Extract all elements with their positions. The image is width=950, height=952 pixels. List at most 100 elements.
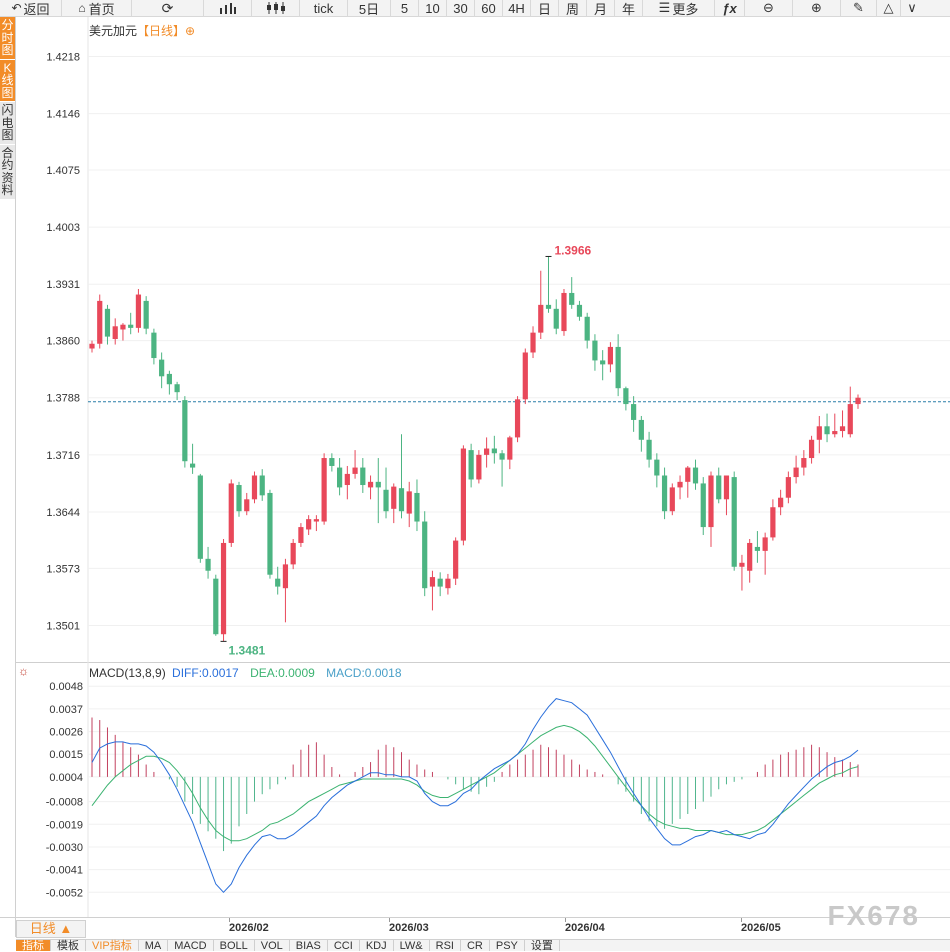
candle-body [514,399,521,438]
tab-psy[interactable]: PSY [490,940,525,952]
tab-indicators[interactable]: 指标 [16,940,51,952]
expand-button[interactable]: ∨ [901,0,923,17]
macd-panel[interactable]: 0.0048 0.0037 0.0026 0.0015 0.0004 -0.0008 -0.… [0,662,950,917]
tab-timeshare[interactable]: 分时图 [0,17,15,60]
tab-settings[interactable]: 设置 [525,940,560,952]
date-label: 2026/04 [565,922,605,934]
function-icon: ƒx [722,0,737,16]
candle-body [561,292,567,332]
tab-kline[interactable]: K线图 [0,59,15,102]
period-10min[interactable]: 10 [419,0,447,17]
draw-button[interactable]: ✎ [841,0,877,17]
y-tick-label: 1.3716 [46,450,80,462]
candle-body [398,488,405,512]
candle-body [754,546,761,551]
candle-body [855,397,861,405]
period-30min[interactable]: 30 [447,0,475,17]
tab-boll[interactable]: BOLL [214,940,255,952]
period-selector-button[interactable]: 日线 ▲ [16,920,86,938]
zoom-out-button[interactable]: ⊖ [745,0,793,17]
candle-body [762,537,768,551]
y-tick-label: 1.3860 [46,336,80,348]
candle-body [646,439,652,460]
y-tick-label: 1.4218 [46,51,80,63]
candle-body [445,578,451,589]
period-month[interactable]: 月 [587,0,615,17]
price-chart[interactable]: 1.4218 1.4146 1.4075 1.4003 1.3931 1.3860 1.37… [0,17,950,662]
home-button[interactable]: ⌂ 首页 [62,0,132,17]
function-button[interactable]: ƒx [715,0,745,17]
tab-flash[interactable]: 闪电图 [0,102,15,145]
y-tick-label: 1.3573 [46,563,80,575]
candle-body [383,489,389,512]
collapse-button[interactable]: △ [877,0,901,17]
candle-body [460,448,466,541]
candle-body [197,475,203,559]
period-4h[interactable]: 4H [503,0,531,17]
more-button[interactable]: ☰ 更多 [643,0,715,17]
refresh-button[interactable]: ⟳ [132,0,204,17]
tab-cci[interactable]: CCI [328,940,360,952]
y-tick-label: 0.0004 [49,772,83,784]
candle-body [166,373,172,385]
candle-body [437,578,443,587]
candle-body [453,540,459,579]
menu-icon: ☰ [658,0,671,15]
period-day[interactable]: 日 [531,0,559,17]
candle-body [159,359,165,377]
candle-body [112,326,118,339]
candle-body [290,542,296,565]
tab-kdj[interactable]: KDJ [360,940,394,952]
candle-body [282,564,289,589]
date-tick [389,918,390,922]
candle-body [244,499,250,512]
period-week[interactable]: 周 [559,0,587,17]
dea-line [91,724,859,842]
tab-rsi[interactable]: RSI [430,940,461,952]
candle-body [143,300,149,329]
y-tick-label: 1.4003 [46,222,80,234]
tab-contract-info[interactable]: 合约资料 [0,144,15,200]
bar-chart-button[interactable] [204,0,252,17]
period-5day[interactable]: 5日 [348,0,391,17]
period-60min[interactable]: 60 [475,0,503,17]
tab-lwr[interactable]: LW& [394,940,430,952]
back-button[interactable]: ↶ 返回 [0,0,62,17]
candle-body [236,485,242,512]
candle-body [306,519,312,530]
price-chart-panel[interactable]: 1.4218 1.4146 1.4075 1.4003 1.3931 1.3860 1.37… [0,17,950,662]
candle-body [205,558,211,571]
tab-vol[interactable]: VOL [255,940,290,952]
candle-body [592,340,598,361]
candle-body [151,332,157,359]
macd-chart[interactable]: 0.0048 0.0037 0.0026 0.0015 0.0004 -0.0008 -0.… [0,662,950,917]
candle-body [484,448,490,455]
zoom-in-button[interactable]: ⊕ [793,0,841,17]
tab-template[interactable]: 模板 [51,940,86,952]
macd-legend: MACD(13,8,9) DIFF:0.0017 DEA:0.0009 MACD… [89,666,410,680]
candle-body [360,467,366,486]
tab-ma[interactable]: MA [139,940,169,952]
candle-body [808,439,815,459]
add-icon[interactable]: ⊕ [185,24,196,38]
period-5min[interactable]: 5 [391,0,419,17]
tab-macd[interactable]: MACD [168,940,214,952]
candle-body [104,308,111,337]
date-label: 2026/02 [229,922,269,934]
tab-vip-indicators[interactable]: VIP指标 [86,940,139,952]
period-year[interactable]: 年 [615,0,643,17]
y-tick-label: 0.0048 [49,681,83,693]
tab-bias[interactable]: BIAS [290,940,328,952]
settings-icon[interactable]: ☼ [18,664,29,678]
date-axis: 日线 ▲ 2026/02 2026/03 2026/04 2026/05 FX6… [0,900,950,939]
tab-cr[interactable]: CR [461,940,490,952]
tick-button[interactable]: tick [300,0,348,17]
candle-body [422,521,428,589]
candle-body [406,491,412,514]
candle-body [801,458,807,468]
y-tick-label: -0.0052 [46,887,83,899]
date-tick [565,918,566,922]
candlestick-button[interactable] [252,0,300,17]
candle-body [97,300,103,344]
candle-body [654,459,660,476]
